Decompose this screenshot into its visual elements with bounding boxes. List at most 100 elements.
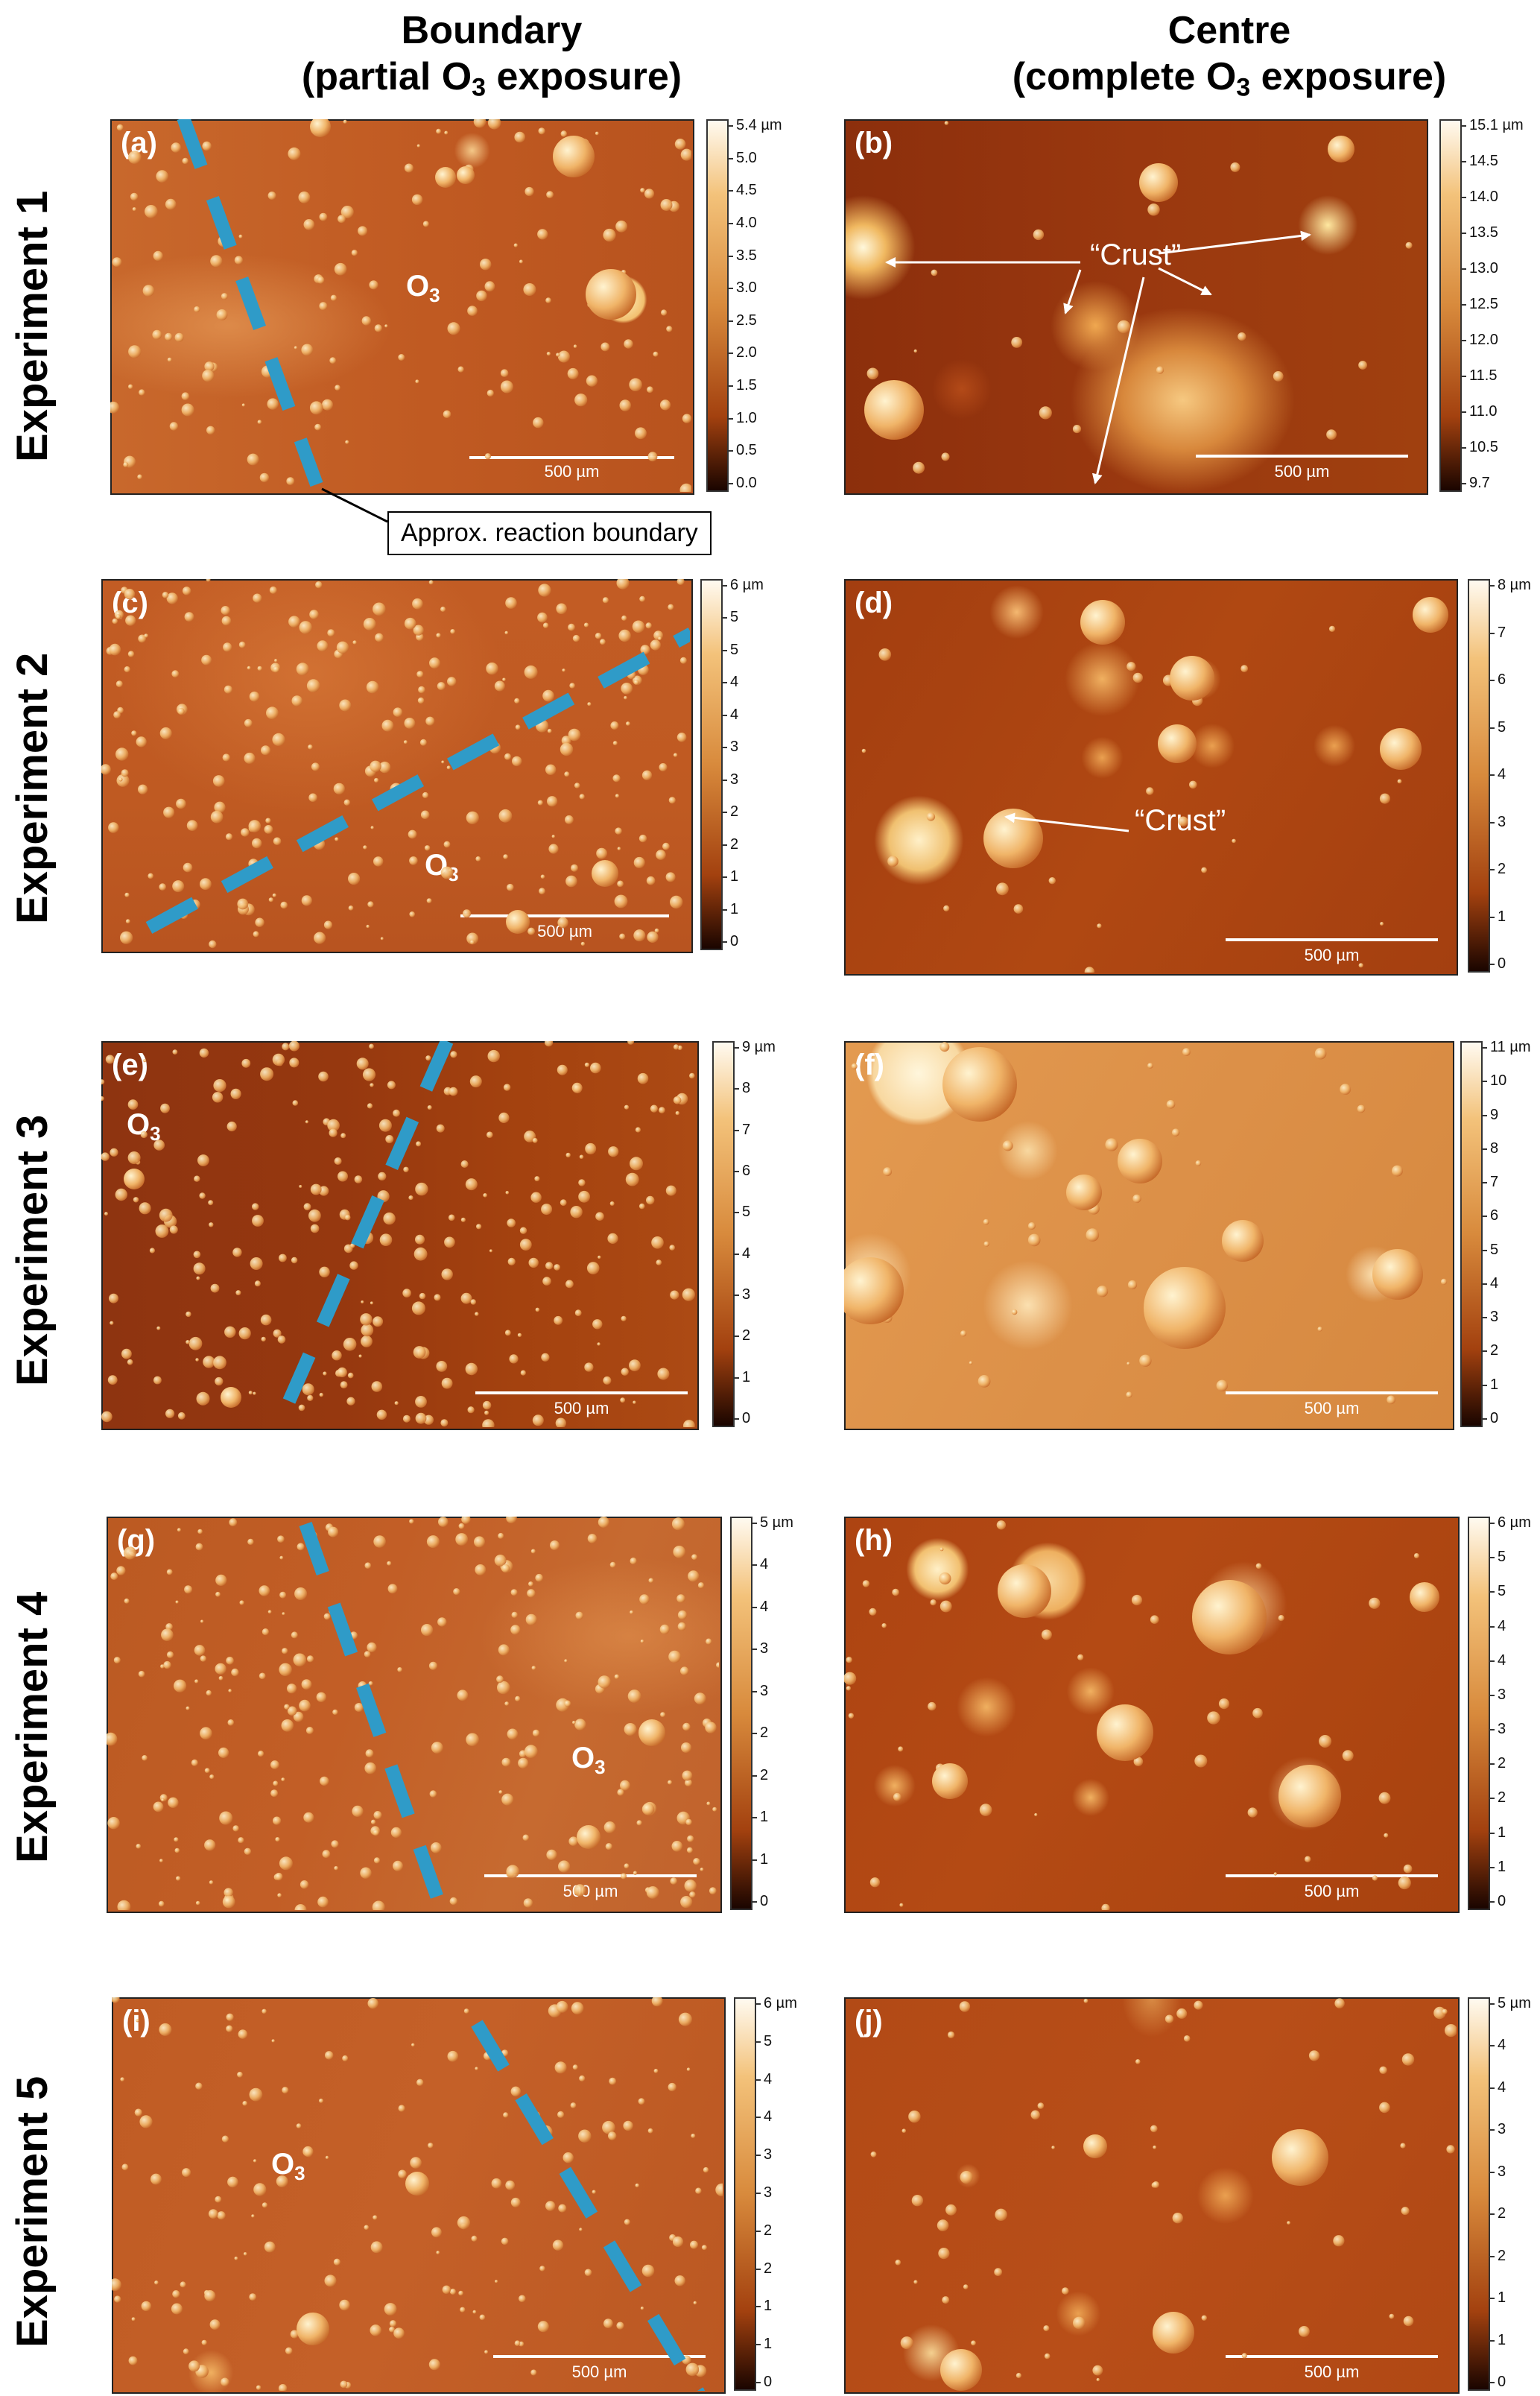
colorbar-h-tickmark (1490, 1866, 1495, 1868)
colorbar-a-tick-label: 0.5 (736, 442, 757, 459)
colorbar-d-tick-label: 5 (1498, 718, 1506, 736)
colorbar-f-tick-label: 4 (1490, 1274, 1499, 1292)
scalebar-i (493, 2355, 706, 2358)
scalebar-label-f: 500 µm (1304, 1399, 1360, 1417)
colorbar-h-tick-label: 0 (1498, 1893, 1506, 1909)
colorbar-c-tickmark (723, 844, 727, 846)
colorbar-b-tickmark (1462, 411, 1466, 413)
scalebar-c (460, 914, 669, 917)
colorbar-e-tick-label: 0 (742, 1410, 751, 1426)
colorbar-a-tick-label: 2.5 (736, 312, 757, 329)
colorbar-g-tickmark (752, 1733, 757, 1735)
colorbar-i-tickmark (756, 2155, 761, 2157)
colorbar-f-tickmark (1483, 1384, 1487, 1386)
colorbar-a-tickmark (729, 483, 733, 484)
panel-letter-f: (f) (855, 1049, 884, 1081)
colorbar-h-tickmark (1490, 1625, 1495, 1628)
colorbar-e-tick-label: 7 (742, 1121, 751, 1138)
colorbar-f-tickmark (1483, 1148, 1487, 1150)
colorbar-j-tickmark (1490, 2213, 1495, 2216)
panel-g: (g) O3 500 µm (107, 1517, 722, 1913)
colorbar-f-tickmark (1483, 1182, 1487, 1184)
header-centre-title: Centre (1167, 9, 1291, 52)
colorbar-h-tick-label: 5 (1498, 1549, 1506, 1566)
row-label-1: Experiment 1 (8, 190, 57, 462)
colorbar-g-tickmark (752, 1774, 757, 1777)
colorbar-f-tickmark (1483, 1249, 1487, 1251)
colorbar-d-tickmark (1490, 774, 1495, 776)
colorbar-d-tickmark (1490, 821, 1495, 824)
colorbar-i-tick-label: 0 (764, 2374, 773, 2390)
colorbar-i-tickmark (756, 2344, 761, 2346)
afm-image-i (113, 1999, 724, 2392)
row-label-2: Experiment 2 (8, 652, 57, 924)
panel-letter-d: (d) (855, 587, 893, 619)
colorbar-e (712, 1041, 735, 1427)
colorbar-c-tickmark (723, 812, 727, 814)
scalebar-label-b: 500 µm (1274, 462, 1330, 481)
colorbar-f-tick-label: 8 (1490, 1139, 1499, 1157)
colorbar-f-tick-label: 7 (1490, 1174, 1499, 1191)
colorbar-g-tick-label: 4 (760, 1556, 769, 1573)
colorbar-i-tickmark (756, 2117, 761, 2119)
colorbar-a-tickmark (729, 385, 733, 388)
colorbar-i-tick-label: 1 (764, 2336, 773, 2353)
row-label-4: Experiment 4 (8, 1591, 57, 1863)
colorbar-a-tick-label: 5.4 µm (736, 117, 782, 133)
colorbar-i-tick-label: 4 (764, 2108, 773, 2125)
colorbar-c-tick-label: 4 (730, 674, 739, 691)
afm-image-h (846, 1518, 1458, 1912)
colorbar-f-tickmark (1483, 1283, 1487, 1285)
colorbar-h-tickmark (1490, 1523, 1495, 1524)
panel-f: (f) 500 µm (844, 1041, 1454, 1430)
colorbar-b-tickmark (1462, 197, 1466, 198)
colorbar-e-tick-label: 1 (742, 1368, 751, 1385)
colorbar-d-tickmark (1490, 964, 1495, 965)
afm-image-d (846, 581, 1457, 974)
header-centre: Centre (complete O3 exposure) (961, 7, 1498, 101)
colorbar-g-tickmark (752, 1564, 757, 1567)
panel-a: (a) O3 500 µm (110, 119, 694, 495)
scalebar-label-g: 500 µm (563, 1882, 618, 1900)
colorbar-i-tickmark (756, 2268, 761, 2270)
colorbar-d (1468, 579, 1490, 973)
colorbar-c (700, 579, 723, 950)
colorbar-j-tick-label: 1 (1498, 2289, 1506, 2307)
colorbar-c-tick-label: 2 (730, 835, 739, 853)
colorbar-b-tick-label: 13.0 (1469, 260, 1498, 276)
colorbar-a-tick-label: 4.5 (736, 182, 757, 199)
colorbar-g-tick-label: 3 (760, 1682, 769, 1699)
header-boundary: Boundary (partial O3 exposure) (224, 7, 760, 101)
colorbar-i-tickmark (756, 2382, 761, 2383)
colorbar-g-tick-label: 2 (760, 1725, 769, 1742)
colorbar-b-tickmark (1462, 483, 1466, 484)
o3-label-i: O3 (271, 2148, 305, 2184)
colorbar-j-tickmark (1490, 2129, 1495, 2131)
colorbar-e-tickmark (735, 1335, 739, 1338)
colorbar-b-tickmark (1462, 233, 1466, 234)
colorbar-b-tick-label: 14.5 (1469, 153, 1498, 169)
colorbar-a-tick-label: 2.0 (736, 344, 757, 361)
colorbar-a-tick-label: 3.0 (736, 279, 757, 297)
colorbar-j-tickmark (1490, 2382, 1495, 2383)
colorbar-e-tick-label: 9 µm (742, 1039, 776, 1055)
colorbar-h-tickmark (1490, 1694, 1495, 1696)
colorbar-f (1460, 1041, 1483, 1427)
colorbar-j-tickmark (1490, 2171, 1495, 2173)
panel-b: (b) “Crust” 500 µm (844, 119, 1428, 495)
afm-image-g (108, 1518, 720, 1912)
colorbar-e-tickmark (735, 1129, 739, 1131)
colorbar-c-tickmark (723, 585, 727, 587)
colorbar-j-tick-label: 0 (1498, 2374, 1506, 2390)
colorbar-c-tick-label: 1 (730, 868, 739, 885)
colorbar-f-tick-label: 0 (1490, 1410, 1499, 1426)
boundary-label-box: Approx. reaction boundary (387, 511, 712, 555)
colorbar-i-tickmark (756, 2079, 761, 2081)
colorbar-g-tick-label: 4 (760, 1598, 769, 1615)
colorbar-h-tickmark (1490, 1660, 1495, 1662)
colorbar-i-tickmark (756, 2306, 761, 2308)
colorbar-g-tick-label: 0 (760, 1893, 769, 1909)
colorbar-c-tickmark (723, 649, 727, 651)
colorbar-g-tick-label: 1 (760, 1850, 769, 1868)
panel-i: (i) O3 500 µm (112, 1997, 726, 2394)
